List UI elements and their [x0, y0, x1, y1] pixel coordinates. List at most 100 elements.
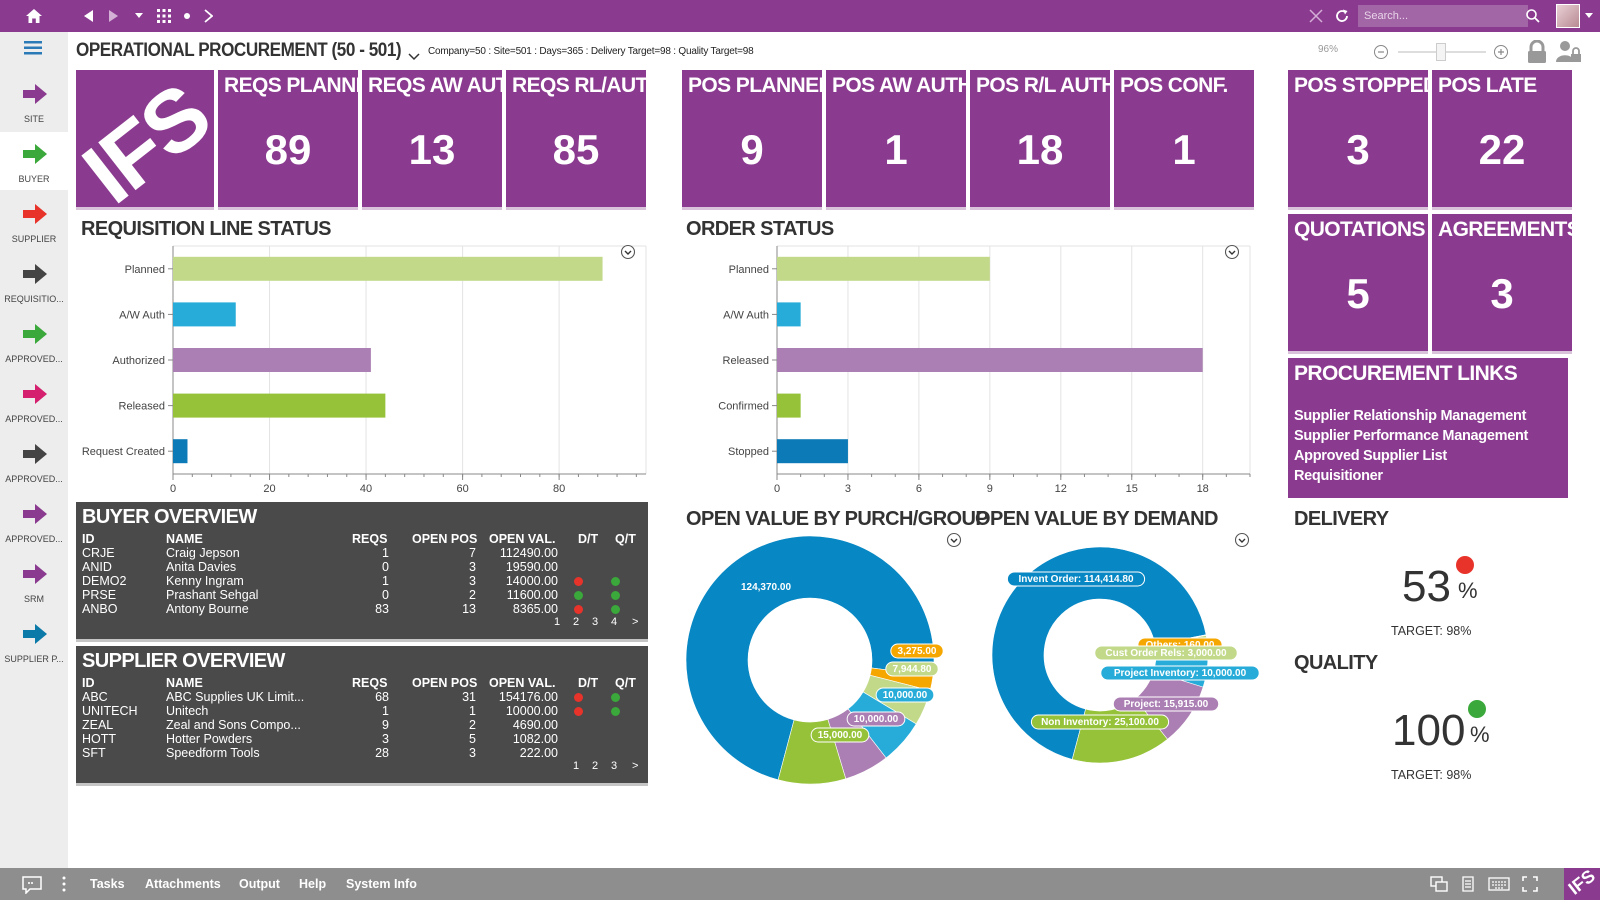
- back-icon[interactable]: [78, 0, 98, 32]
- chart-options-icon[interactable]: [1224, 244, 1240, 265]
- pager-link[interactable]: >: [632, 616, 639, 628]
- home-icon[interactable]: [20, 0, 48, 32]
- kpi-tile-reqs-planned[interactable]: REQS PLANNED 89: [218, 70, 384, 210]
- kpi-tile-pos-stopped[interactable]: POS STOPPED 3: [1288, 70, 1438, 210]
- table-header[interactable]: OPEN POS: [412, 532, 478, 546]
- table-header[interactable]: OPEN VAL.: [489, 676, 556, 690]
- bar[interactable]: [173, 256, 603, 281]
- pager-link[interactable]: 4: [611, 616, 618, 628]
- zoom-out-button[interactable]: [1374, 45, 1388, 59]
- table-cell-id[interactable]: DEMO2: [82, 574, 127, 588]
- donut-slice[interactable]: [991, 546, 1207, 760]
- dropdown-icon[interactable]: [132, 0, 146, 32]
- bar[interactable]: [173, 439, 188, 464]
- table-header[interactable]: ID: [82, 676, 95, 690]
- output-button[interactable]: Output: [239, 877, 280, 891]
- kpi-tile-pos-late[interactable]: POS LATE 22: [1432, 70, 1572, 210]
- link-requisitioner[interactable]: Requisitioner: [1294, 468, 1383, 484]
- table-header[interactable]: NAME: [166, 676, 203, 690]
- kpi-tile-pos-planned[interactable]: POS PLANNED 9: [682, 70, 834, 210]
- sidebar-item-9[interactable]: SRM: [0, 552, 68, 610]
- table-header[interactable]: OPEN VAL.: [489, 532, 556, 546]
- bar[interactable]: [777, 348, 1203, 372]
- table-cell-id[interactable]: HOTT: [82, 732, 117, 746]
- link-approved-supplier-list[interactable]: Approved Supplier List: [1294, 448, 1447, 464]
- system-info-button[interactable]: System Info: [346, 877, 417, 891]
- link-supplier-relationship-management[interactable]: Supplier Relationship Management: [1294, 408, 1527, 424]
- hamburger-menu-icon[interactable]: [24, 41, 44, 57]
- lock-icon[interactable]: [1526, 39, 1548, 69]
- table-header[interactable]: REQS: [352, 532, 388, 546]
- table-cell-id[interactable]: PRSE: [82, 588, 117, 602]
- zoom-in-button[interactable]: [1494, 45, 1508, 59]
- tasks-button[interactable]: Tasks: [90, 877, 125, 891]
- sidebar-item-6[interactable]: APPROVED...: [0, 372, 68, 430]
- refresh-icon[interactable]: [1330, 0, 1354, 32]
- kpi-tile-agreements[interactable]: AGREEMENTS 3: [1432, 214, 1581, 354]
- keyboard-icon[interactable]: [1488, 877, 1510, 896]
- dot-icon[interactable]: [180, 0, 194, 32]
- avatar-dropdown-icon[interactable]: [1582, 0, 1596, 32]
- sidebar-item-7[interactable]: APPROVED...: [0, 432, 68, 490]
- table-header[interactable]: D/T: [578, 532, 599, 546]
- kpi-tile-pos-r-l-auth[interactable]: POS R/L AUTH 18: [970, 70, 1116, 210]
- navigate-icon[interactable]: [200, 0, 216, 32]
- table-header[interactable]: ID: [82, 532, 95, 546]
- close-icon[interactable]: [1306, 0, 1326, 32]
- bar[interactable]: [173, 393, 386, 418]
- table-cell-id[interactable]: ANID: [82, 560, 112, 574]
- bar[interactable]: [777, 302, 801, 327]
- table-cell-id[interactable]: SFT: [82, 746, 106, 760]
- avatar[interactable]: [1556, 4, 1580, 28]
- bar[interactable]: [173, 302, 236, 327]
- table-header[interactable]: D/T: [578, 676, 599, 690]
- pager-link[interactable]: 3: [611, 760, 618, 772]
- document-icon[interactable]: [1460, 876, 1476, 897]
- table-header[interactable]: Q/T: [615, 532, 636, 546]
- user-lock-icon[interactable]: [1556, 40, 1582, 69]
- sidebar-item-10[interactable]: SUPPLIER P...: [0, 612, 68, 670]
- donut-slice[interactable]: [685, 535, 935, 781]
- bar[interactable]: [777, 439, 848, 464]
- zoom-slider[interactable]: [1398, 43, 1486, 61]
- pager-link[interactable]: 2: [573, 616, 580, 628]
- title-dropdown-icon[interactable]: [408, 48, 420, 66]
- table-cell-id[interactable]: ZEAL: [82, 718, 114, 732]
- apps-grid-icon[interactable]: [154, 0, 174, 32]
- table-cell-id[interactable]: CRJE: [82, 546, 115, 560]
- zoom-slider-handle[interactable]: [1436, 43, 1446, 61]
- bar[interactable]: [777, 393, 801, 418]
- table-header[interactable]: Q/T: [615, 676, 636, 690]
- kpi-tile-pos-conf-[interactable]: POS CONF. 1: [1114, 70, 1254, 210]
- table-header[interactable]: NAME: [166, 532, 203, 546]
- sidebar-item-5[interactable]: APPROVED...: [0, 312, 68, 370]
- search-icon[interactable]: [1523, 0, 1543, 32]
- chat-icon[interactable]: [22, 876, 42, 899]
- chart-options-icon[interactable]: [946, 532, 962, 553]
- sidebar-item-4[interactable]: REQUISITIO...: [0, 252, 68, 310]
- search-input[interactable]: [1358, 5, 1528, 27]
- attachments-button[interactable]: Attachments: [145, 877, 221, 891]
- windows-icon[interactable]: [1430, 876, 1448, 897]
- table-cell-id[interactable]: ABC: [82, 690, 108, 704]
- sidebar-item-8[interactable]: APPROVED...: [0, 492, 68, 550]
- more-options-icon[interactable]: [62, 876, 66, 897]
- sidebar-item-3[interactable]: SUPPLIER: [0, 192, 68, 250]
- kpi-tile-reqs-aw-auth[interactable]: REQS AW AUTH 13: [362, 70, 523, 210]
- help-button[interactable]: Help: [299, 877, 327, 891]
- table-cell-id[interactable]: ANBO: [82, 602, 118, 616]
- pager-link[interactable]: 1: [573, 760, 580, 772]
- chart-options-icon[interactable]: [620, 244, 636, 265]
- table-header[interactable]: REQS: [352, 676, 388, 690]
- kpi-tile-pos-aw-auth[interactable]: POS AW AUTH 1: [826, 70, 973, 210]
- pager-link[interactable]: >: [632, 760, 639, 772]
- fullscreen-icon[interactable]: [1522, 876, 1538, 897]
- pager-link[interactable]: 3: [592, 616, 599, 628]
- chart-options-icon[interactable]: [1234, 532, 1250, 553]
- sidebar-item-2[interactable]: BUYER: [0, 132, 68, 190]
- bar[interactable]: [777, 256, 990, 281]
- pager-link[interactable]: 2: [592, 760, 599, 772]
- kpi-tile-quotations[interactable]: QUOTATIONS 5: [1288, 214, 1428, 354]
- forward-icon[interactable]: [104, 0, 124, 32]
- kpi-tile-reqs-rl-auth[interactable]: REQS RL/AUTH 85: [506, 70, 663, 210]
